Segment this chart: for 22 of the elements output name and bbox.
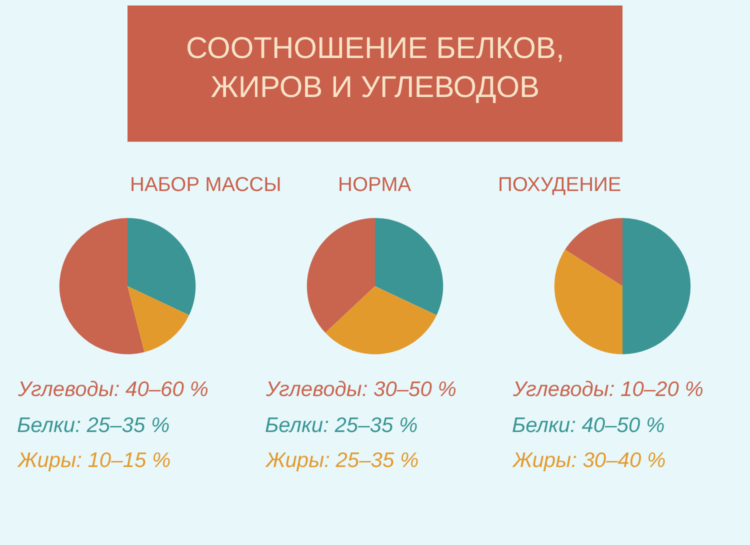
text: СООТНОШЕНИЕ БЕЛКОВ, ЖИРОВ И УГЛЕВОДОВ xyxy=(186,32,564,104)
pie-slice xyxy=(375,218,443,316)
pie-slice xyxy=(128,218,196,316)
chart-title: ПОХУДЕНИЕ xyxy=(498,174,622,196)
text: Жиры: 25–35 % xyxy=(265,449,419,472)
pie-slice xyxy=(622,218,690,354)
text: Белки: 25–35 % xyxy=(17,414,170,437)
text: Углеводы: 40–60 % xyxy=(17,378,208,401)
pie-slice xyxy=(306,218,375,333)
pie-slice xyxy=(128,286,190,352)
text: Углеводы: 10–20 % xyxy=(512,378,704,401)
text: Белки: 25–35 % xyxy=(265,414,418,437)
chart-title: НАБОР МАССЫ xyxy=(130,174,282,196)
pie-slice xyxy=(325,286,437,354)
text: Белки: 40–50 % xyxy=(512,414,665,437)
pie-slice xyxy=(564,218,622,286)
text: Жиры: 30–40 % xyxy=(512,449,666,472)
pie-slice xyxy=(554,250,622,354)
text: Жиры: 10–15 % xyxy=(17,449,171,472)
chart-title: НОРМА xyxy=(338,174,412,196)
pie-slice xyxy=(60,218,144,354)
text: Углеводы: 30–50 % xyxy=(265,378,456,401)
